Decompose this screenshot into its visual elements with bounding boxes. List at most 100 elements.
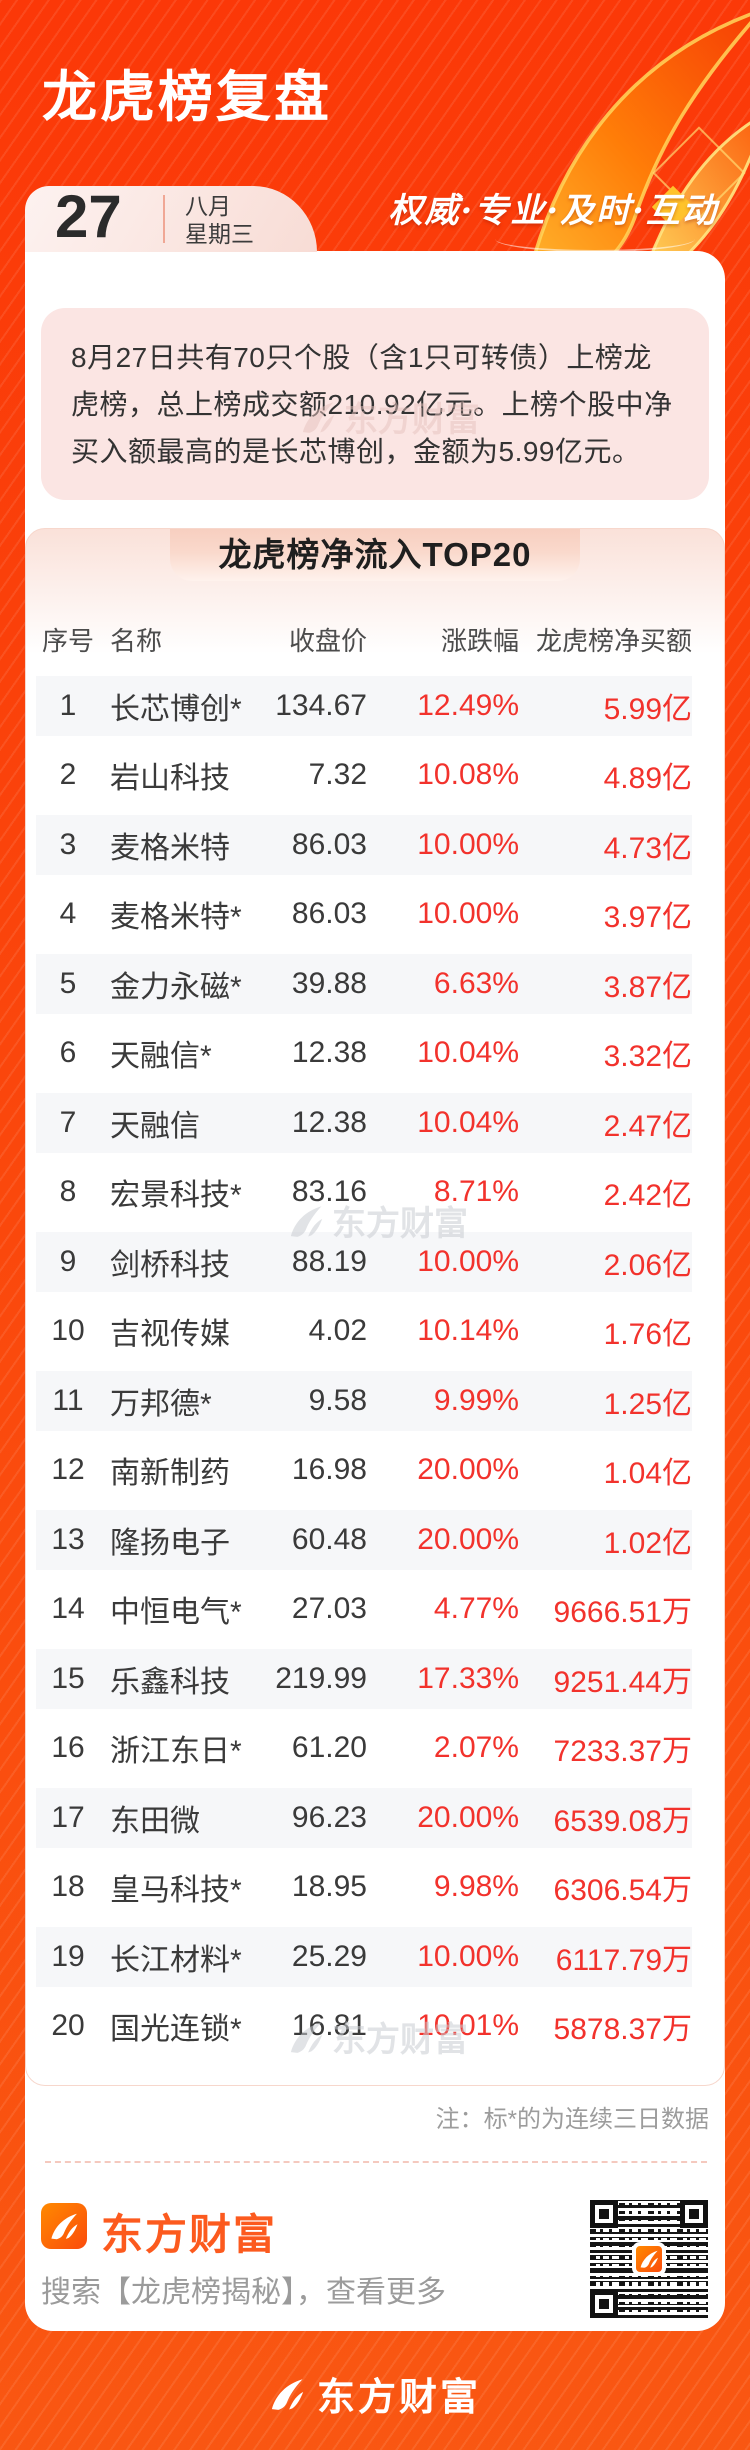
cell-rank: 8 [59,1175,77,1209]
table-row: 1 长芯博创* 134.67 12.49% 5.99亿 [26,671,724,741]
cell-change: 20.00% [417,1522,519,1556]
table-row: 15 乐鑫科技 219.99 17.33% 9251.44万 [26,1644,724,1714]
cell-price: 86.03 [291,897,367,931]
cell-name: 长江材料* [110,1943,242,1977]
date-weekday: 星期三 [185,221,254,247]
footnote: 注：标*的为连续三日数据 [435,2106,709,2133]
cell-rank: 3 [59,827,77,861]
table-row: 17 东田微 96.23 20.00% 6539.08万 [26,1783,724,1853]
bottom-brand-name: 东方财富 [316,2377,481,2419]
cell-price: 27.03 [291,1592,367,1626]
cell-price: 25.29 [291,1939,367,1973]
cell-rank: 6 [59,1036,77,1070]
cell-price: 16.81 [291,2009,367,2043]
qr-code [588,2198,710,2320]
summary-text: 8月27日共有70只个股（含1只可转债）上榜龙虎榜，总上榜成交额210.92亿元… [71,342,673,467]
qr-center-logo-icon [632,2242,666,2276]
cell-amount: 1.25亿 [603,1387,692,1421]
brand-slogan: 权威·专业·及时·互动 [388,191,718,231]
cell-rank: 10 [51,1314,85,1348]
col-header-change: 涨跌幅 [440,625,519,656]
table-row: 19 长江材料* 25.29 10.00% 6117.79万 [26,1922,724,1992]
table-body: 1 长芯博创* 134.67 12.49% 5.99亿 2 岩山科技 7.32 … [26,671,724,2061]
table-header-row: 序号 名称 收盘价 涨跌幅 龙虎榜净买额 [26,607,724,671]
table-row: 7 天融信 12.38 10.04% 2.47亿 [26,1088,724,1158]
cell-amount: 9251.44万 [553,1665,692,1699]
date-card: 27 八月 星期三 [25,183,317,252]
cell-amount: 2.47亿 [603,1109,692,1143]
cell-rank: 13 [51,1522,85,1556]
qr-finder-bottom-left [590,2290,618,2318]
cell-amount: 3.32亿 [603,1040,692,1074]
cell-amount: 6306.54万 [553,1874,692,1908]
table-row: 4 麦格米特* 86.03 10.00% 3.97亿 [26,880,724,950]
cell-name: 宏景科技* [110,1179,242,1213]
cell-change: 2.07% [433,1731,519,1765]
cell-change: 10.00% [417,827,519,861]
date-month-weekday: 八月 星期三 [185,192,254,248]
table-row: 8 宏景科技* 83.16 8.71% 2.42亿 [26,1158,724,1228]
cell-amount: 4.73亿 [603,831,692,865]
cell-change: 20.00% [417,1453,519,1487]
cell-rank: 11 [52,1383,84,1417]
cell-name: 万邦德* [110,1387,212,1421]
table-row: 14 中恒电气* 27.03 4.77% 9666.51万 [26,1575,724,1645]
cell-change: 8.71% [433,1175,519,1209]
eastmoney-app-icon [41,2203,87,2249]
cell-name: 皇马科技* [110,1874,242,1908]
top20-table-card: 龙虎榜净流入TOP20 序号 名称 收盘价 涨跌幅 龙虎榜净买额 1 长芯博创*… [25,528,725,2086]
cell-price: 88.19 [291,1244,367,1278]
col-header-price: 收盘价 [288,625,367,656]
cell-name: 浙江东日* [110,1735,242,1769]
cell-amount: 2.42亿 [603,1179,692,1213]
cell-name: 东田微 [110,1804,200,1838]
cell-price: 134.67 [275,688,367,722]
cell-price: 18.95 [291,1870,367,1904]
table-row: 3 麦格米特 86.03 10.00% 4.73亿 [26,810,724,880]
cell-rank: 2 [59,758,77,792]
cell-amount: 9666.51万 [553,1596,692,1630]
cell-name: 麦格米特* [110,901,242,935]
table-row: 18 皇马科技* 18.95 9.98% 6306.54万 [26,1853,724,1923]
cell-name: 岩山科技 [110,762,230,796]
cell-name: 吉视传媒 [110,1318,230,1352]
cell-amount: 7233.37万 [553,1735,692,1769]
cell-rank: 15 [51,1661,85,1695]
cell-rank: 4 [59,897,77,931]
table-row: 12 南新制药 16.98 20.00% 1.04亿 [26,1436,724,1506]
cell-rank: 5 [59,966,77,1000]
cell-price: 12.38 [291,1036,367,1070]
cell-name: 剑桥科技 [110,1248,230,1282]
table-row: 2 岩山科技 7.32 10.08% 4.89亿 [26,741,724,811]
cell-change: 17.33% [417,1661,519,1695]
cell-change: 10.04% [417,1105,519,1139]
cell-rank: 20 [51,2009,85,2043]
cell-rank: 16 [51,1731,85,1765]
cell-name: 金力永磁* [110,970,242,1004]
cell-amount: 5878.37万 [553,2013,692,2047]
table-row: 5 金力永磁* 39.88 6.63% 3.87亿 [26,949,724,1019]
table-row: 6 天融信* 12.38 10.04% 3.32亿 [26,1019,724,1089]
cell-amount: 3.97亿 [603,901,692,935]
leaf-icon [269,2376,305,2412]
cell-name: 天融信* [110,1040,212,1074]
cell-change: 20.00% [417,1800,519,1834]
cell-price: 83.16 [291,1175,367,1209]
cell-change: 10.00% [417,1244,519,1278]
table-row: 10 吉视传媒 4.02 10.14% 1.76亿 [26,1297,724,1367]
cell-name: 南新制药 [110,1457,230,1491]
search-tip: 搜索【龙虎榜揭秘】，查看更多 [41,2276,446,2309]
cell-rank: 9 [59,1244,77,1278]
bottom-brand-logo: 东方财富 [0,2366,750,2421]
qr-finder-top-right [680,2200,708,2228]
summary-box: 8月27日共有70只个股（含1只可转债）上榜龙虎榜，总上榜成交额210.92亿元… [41,308,709,500]
table-row: 13 隆扬电子 60.48 20.00% 1.02亿 [26,1505,724,1575]
page-title: 龙虎榜复盘 [42,66,333,128]
cell-price: 16.98 [291,1453,367,1487]
cell-price: 7.32 [308,758,367,792]
cell-amount: 6539.08万 [553,1804,692,1838]
qr-finder-top-left [590,2200,618,2228]
cell-rank: 18 [51,1870,85,1904]
table-title: 龙虎榜净流入TOP20 [170,529,580,581]
cell-name: 乐鑫科技 [110,1665,230,1699]
